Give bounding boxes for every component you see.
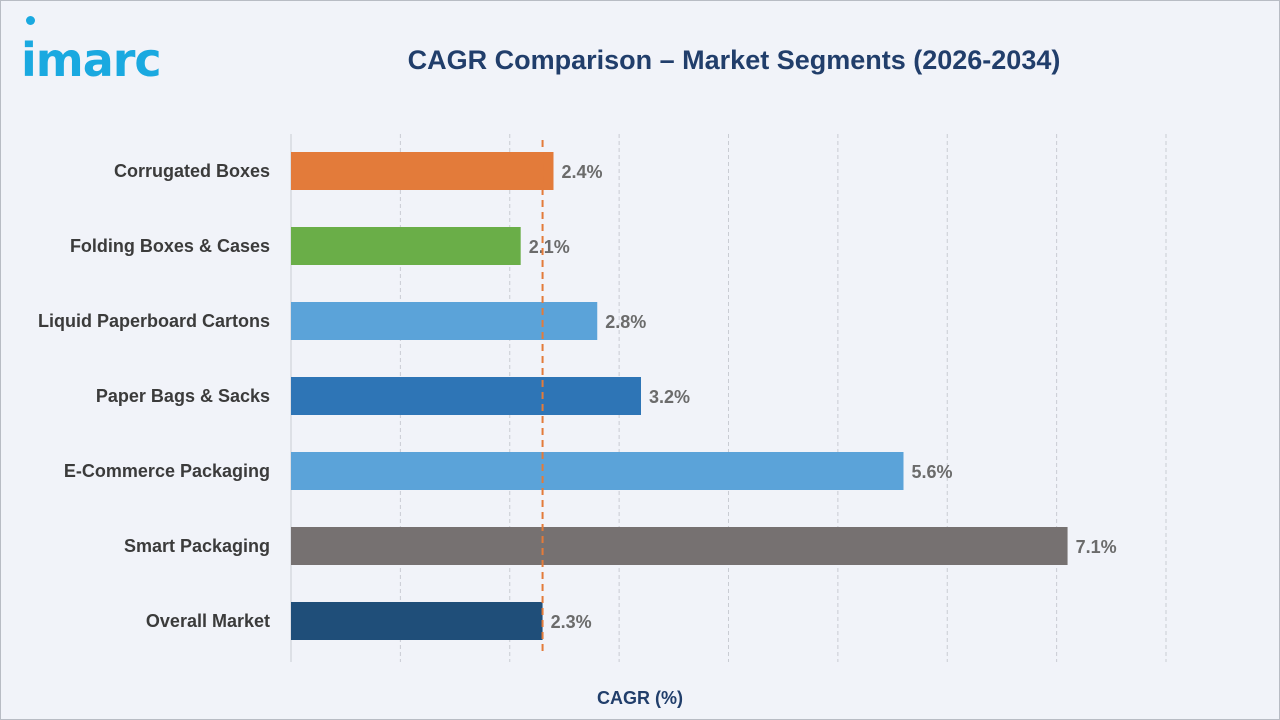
x-axis-title: CAGR (%) — [597, 688, 683, 708]
bar-3 — [291, 377, 641, 415]
imarc-logo: imarc — [21, 33, 162, 87]
value-label: 2.8% — [605, 312, 646, 332]
value-label: 7.1% — [1076, 537, 1117, 557]
category-label: Overall Market — [146, 611, 270, 631]
category-label: Smart Packaging — [124, 536, 270, 556]
category-labels: Corrugated Boxes Folding Boxes & Cases Liq… — [38, 161, 270, 631]
value-label: 5.6% — [912, 462, 953, 482]
bar-0 — [291, 152, 554, 190]
category-label: Folding Boxes & Cases — [70, 236, 270, 256]
bar-1 — [291, 227, 521, 265]
category-label: Liquid Paperboard Cartons — [38, 311, 270, 331]
value-label: 2.1% — [529, 237, 570, 257]
bar-4 — [291, 452, 904, 490]
category-label: Corrugated Boxes — [114, 161, 270, 181]
value-label: 3.2% — [649, 387, 690, 407]
bar-6 — [291, 602, 543, 640]
value-labels: 2.4% 2.1% 2.8% 3.2% 5.6% 7.1% 2.3% — [529, 162, 1117, 632]
value-label: 2.4% — [562, 162, 603, 182]
chart-title: CAGR Comparison – Market Segments (2026-… — [407, 45, 1061, 75]
bar-2 — [291, 302, 598, 340]
value-label: 2.3% — [551, 612, 592, 632]
category-label: Paper Bags & Sacks — [96, 386, 270, 406]
logo-dot — [26, 16, 35, 25]
bars — [291, 152, 1068, 640]
category-label: E-Commerce Packaging — [64, 461, 270, 481]
bar-5 — [291, 527, 1068, 565]
